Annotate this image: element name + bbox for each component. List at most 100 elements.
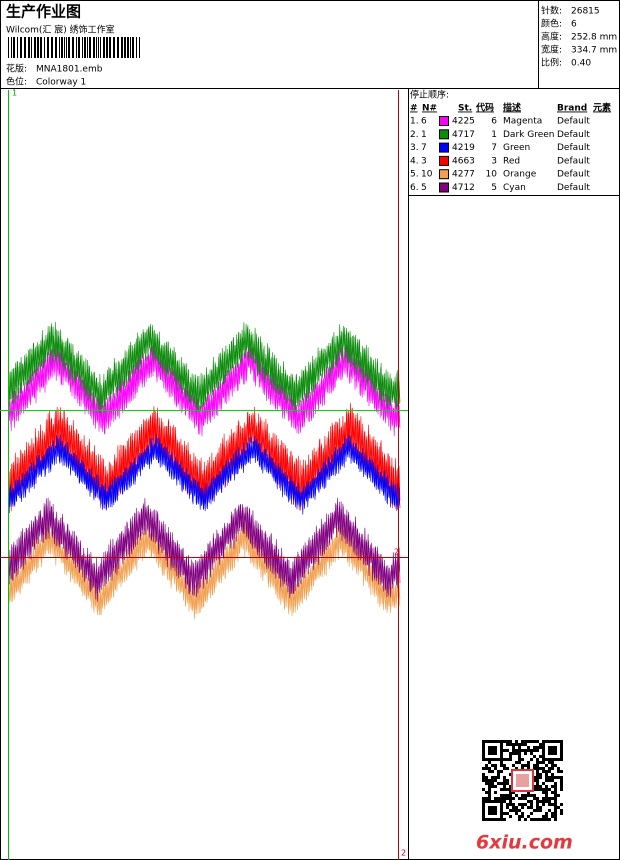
qr-module xyxy=(509,797,512,800)
design-label: 花版: xyxy=(6,63,27,75)
bar-stripe xyxy=(76,37,77,58)
row-n: 10 xyxy=(421,170,433,180)
qr-module xyxy=(533,746,536,749)
qr-module xyxy=(527,767,530,770)
qr-module xyxy=(557,806,560,809)
bar-stripe xyxy=(136,37,137,58)
qr-module xyxy=(545,815,548,818)
qr-module xyxy=(533,749,536,752)
qr-module xyxy=(551,776,554,779)
qr-module xyxy=(482,788,485,791)
qr-module xyxy=(554,785,557,788)
qr-module xyxy=(509,743,512,746)
qr-module xyxy=(524,797,527,800)
colorway: Colorway 1 xyxy=(36,78,86,88)
qr-module xyxy=(512,764,515,767)
qr-module xyxy=(527,815,530,818)
bar-stripe xyxy=(20,37,22,58)
qr-module xyxy=(542,761,545,764)
info-value: 26815 xyxy=(571,7,600,17)
qr-module xyxy=(551,761,554,764)
qr-module xyxy=(503,740,506,743)
qr-module xyxy=(482,779,485,782)
qr-module xyxy=(521,794,524,797)
qr-module xyxy=(536,806,539,809)
row-desc: Red xyxy=(503,156,520,166)
qr-module xyxy=(542,770,545,773)
row-num: 3. xyxy=(410,143,419,153)
qr-module xyxy=(545,800,548,803)
qr-module xyxy=(554,797,557,800)
qr-module xyxy=(536,785,539,788)
bar-stripe xyxy=(55,37,57,58)
qr-module xyxy=(545,776,548,779)
qr-module xyxy=(545,770,548,773)
row-desc: Cyan xyxy=(503,183,526,193)
info-label: 颜色: xyxy=(541,18,562,30)
qr-module xyxy=(521,758,524,761)
qr-module xyxy=(542,800,545,803)
qr-module xyxy=(491,776,494,779)
qr-module xyxy=(485,791,488,794)
qr-module xyxy=(506,743,509,746)
qr-module xyxy=(482,773,485,776)
row-n: 5 xyxy=(421,183,427,193)
qr-module xyxy=(503,785,506,788)
bar-stripe xyxy=(40,37,42,58)
qr-module xyxy=(539,746,542,749)
qr-module xyxy=(503,812,506,815)
qr-module xyxy=(506,767,509,770)
qr-module xyxy=(521,806,524,809)
qr-module xyxy=(503,764,506,767)
qr-module xyxy=(512,743,515,746)
qr-module xyxy=(527,740,530,743)
color-swatch xyxy=(439,182,449,193)
qr-module xyxy=(527,800,530,803)
qr-module xyxy=(554,818,557,821)
qr-module xyxy=(515,794,518,797)
bar-stripe xyxy=(98,37,99,58)
qr-module xyxy=(503,782,506,785)
qr-module xyxy=(536,788,539,791)
qr-module xyxy=(509,773,512,776)
qr-module xyxy=(494,785,497,788)
bar-stripe xyxy=(132,37,134,58)
qr-module xyxy=(560,788,563,791)
bar-stripe xyxy=(51,37,53,58)
qr-module xyxy=(530,818,533,821)
qr-module xyxy=(542,767,545,770)
qr-module xyxy=(506,794,509,797)
design: MNA1801.emb xyxy=(36,65,103,75)
qr-module xyxy=(533,740,536,743)
bar-stripe xyxy=(13,37,15,58)
qr-module xyxy=(536,761,539,764)
qr-module xyxy=(545,773,548,776)
row-desc: Dark Green xyxy=(503,130,554,140)
color-swatch xyxy=(439,129,449,140)
qr-module xyxy=(536,758,539,761)
qr-module xyxy=(488,782,491,785)
qr-module xyxy=(524,740,527,743)
qr-module xyxy=(497,797,500,800)
row-st: 4277 xyxy=(452,170,475,180)
qr-module xyxy=(494,767,497,770)
qr-module xyxy=(524,743,527,746)
color-swatch xyxy=(439,169,449,180)
qr-module xyxy=(509,800,512,803)
row-desc: Green xyxy=(503,143,530,153)
marker: 2 xyxy=(401,849,406,858)
qr-module xyxy=(521,797,524,800)
bar-stripe xyxy=(121,37,123,58)
qr-module xyxy=(557,776,560,779)
marker: 1 xyxy=(12,89,17,98)
qr-module xyxy=(557,770,560,773)
qr-module xyxy=(488,794,491,797)
qr-module xyxy=(554,815,557,818)
design-preview xyxy=(8,321,401,620)
qr-module xyxy=(512,809,515,812)
qr-finder xyxy=(482,740,503,761)
bar-stripe xyxy=(64,37,65,58)
qr-module xyxy=(554,776,557,779)
stitch-band xyxy=(9,402,401,512)
qr-module xyxy=(554,764,557,767)
